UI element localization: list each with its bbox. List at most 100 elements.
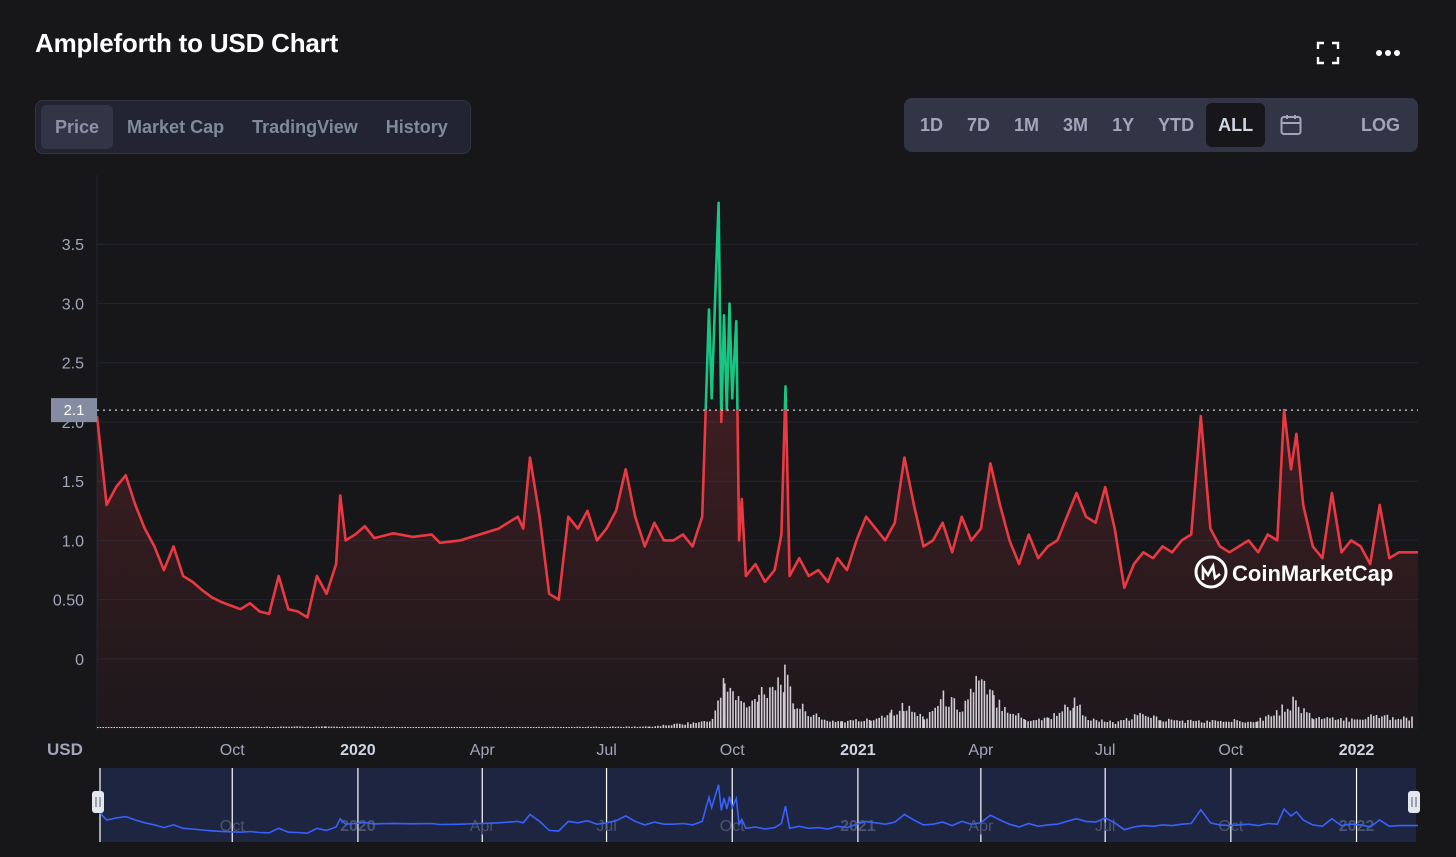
volume-bar [203, 727, 206, 728]
x-tick-label: Apr [968, 742, 994, 759]
volume-bar [318, 726, 320, 728]
range-1m[interactable]: 1M [1014, 114, 1040, 135]
volume-bar [113, 727, 115, 728]
volume-bar [1331, 717, 1334, 728]
volume-bar [1334, 719, 1337, 728]
y-tick-label: 2.5 [62, 356, 84, 373]
volume-bar [860, 721, 863, 728]
volume-bar [565, 727, 568, 728]
volume-bar [1233, 719, 1236, 728]
tab-market-cap[interactable]: Market Cap [127, 116, 225, 137]
volume-bar [1009, 713, 1012, 728]
volume-bar [673, 723, 676, 728]
volume-bar [726, 691, 729, 728]
volume-bar [1292, 696, 1294, 728]
volume-bar [1389, 719, 1391, 728]
more-dots-icon[interactable] [1373, 38, 1403, 68]
volume-bar [584, 727, 587, 728]
volume-bar [379, 727, 382, 728]
navigator-line [96, 784, 1418, 835]
volume-bar [505, 726, 508, 728]
volume-bar [415, 727, 417, 728]
volume-bar [719, 697, 722, 728]
range-3m[interactable]: 3M [1063, 114, 1089, 135]
volume-bar [665, 725, 667, 728]
tab-history[interactable]: History [385, 116, 448, 137]
volume-bars [97, 664, 1413, 728]
volume-bar [1306, 712, 1308, 728]
volume-bar [157, 727, 159, 728]
volume-bar [1032, 720, 1035, 728]
volume-bar [1273, 715, 1275, 728]
volume-bar [1326, 717, 1329, 728]
volume-bar [336, 726, 338, 728]
volume-bar [1030, 720, 1032, 728]
volume-bar [1081, 715, 1084, 728]
volume-bar [1265, 716, 1267, 728]
volume-bar [1103, 721, 1106, 728]
volume-bar [407, 727, 409, 728]
x-tick-label: Oct [720, 742, 745, 759]
volume-bar [956, 709, 958, 728]
tab-price[interactable]: Price [41, 105, 114, 149]
volume-bar [919, 713, 921, 728]
range-7d[interactable]: 7D [967, 114, 991, 135]
volume-bar [1394, 719, 1397, 728]
volume-bar [396, 727, 398, 728]
volume-bar [527, 726, 529, 728]
volume-bar [154, 727, 156, 728]
range-ytd[interactable]: YTD [1158, 114, 1195, 135]
volume-bar [538, 726, 540, 728]
volume-bar [546, 727, 548, 728]
volume-bar [1403, 716, 1405, 728]
navigator-tick-label: 2020 [340, 818, 376, 835]
volume-bar [1372, 715, 1375, 728]
volume-bar [385, 727, 387, 728]
volume-bar [258, 726, 260, 728]
volume-bar [129, 727, 132, 728]
volume-bar [219, 726, 222, 728]
volume-bar [905, 710, 908, 728]
range-1y[interactable]: 1Y [1112, 114, 1135, 135]
volume-bar [1323, 718, 1326, 728]
volume-bar [1241, 722, 1244, 728]
volume-bar [325, 726, 327, 728]
range-all[interactable]: ALL [1206, 103, 1266, 147]
volume-bar [1001, 710, 1003, 728]
volume-bar [467, 727, 469, 728]
volume-bar [450, 727, 453, 728]
volume-bar [524, 727, 527, 728]
volume-bar [148, 727, 151, 728]
volume-bar [1408, 720, 1410, 728]
volume-bar [330, 726, 333, 728]
volume-bar [810, 716, 812, 728]
volume-bar [1236, 720, 1238, 728]
volume-bar [530, 727, 532, 728]
volume-bar [1400, 719, 1402, 728]
volume-bar [1106, 722, 1109, 728]
volume-bar [1041, 720, 1043, 728]
calendar-icon[interactable] [1265, 103, 1317, 147]
volume-bar [1342, 720, 1345, 728]
fullscreen-icon[interactable] [1313, 38, 1343, 68]
volume-bar [1308, 712, 1311, 728]
volume-bar [280, 726, 282, 728]
volume-bar [844, 722, 846, 728]
volume-bar [959, 712, 961, 728]
volume-bar [1198, 720, 1200, 728]
navigator-tick-label: Jul [1095, 818, 1115, 835]
navigator-handle-left [92, 791, 104, 813]
volume-bar [1050, 719, 1053, 728]
volume-bar [986, 694, 988, 728]
volume-bar [162, 727, 165, 728]
volume-bar [622, 727, 625, 728]
volume-bar [868, 720, 871, 728]
volume-bar [502, 727, 505, 728]
volume-bar [398, 727, 401, 728]
tab-tradingview[interactable]: TradingView [252, 116, 358, 137]
volume-bar [1367, 716, 1370, 728]
volume-bar [1278, 715, 1281, 728]
log-scale-toggle[interactable]: LOG [1361, 114, 1400, 135]
volume-bar [483, 727, 486, 728]
range-1d[interactable]: 1D [920, 114, 944, 135]
